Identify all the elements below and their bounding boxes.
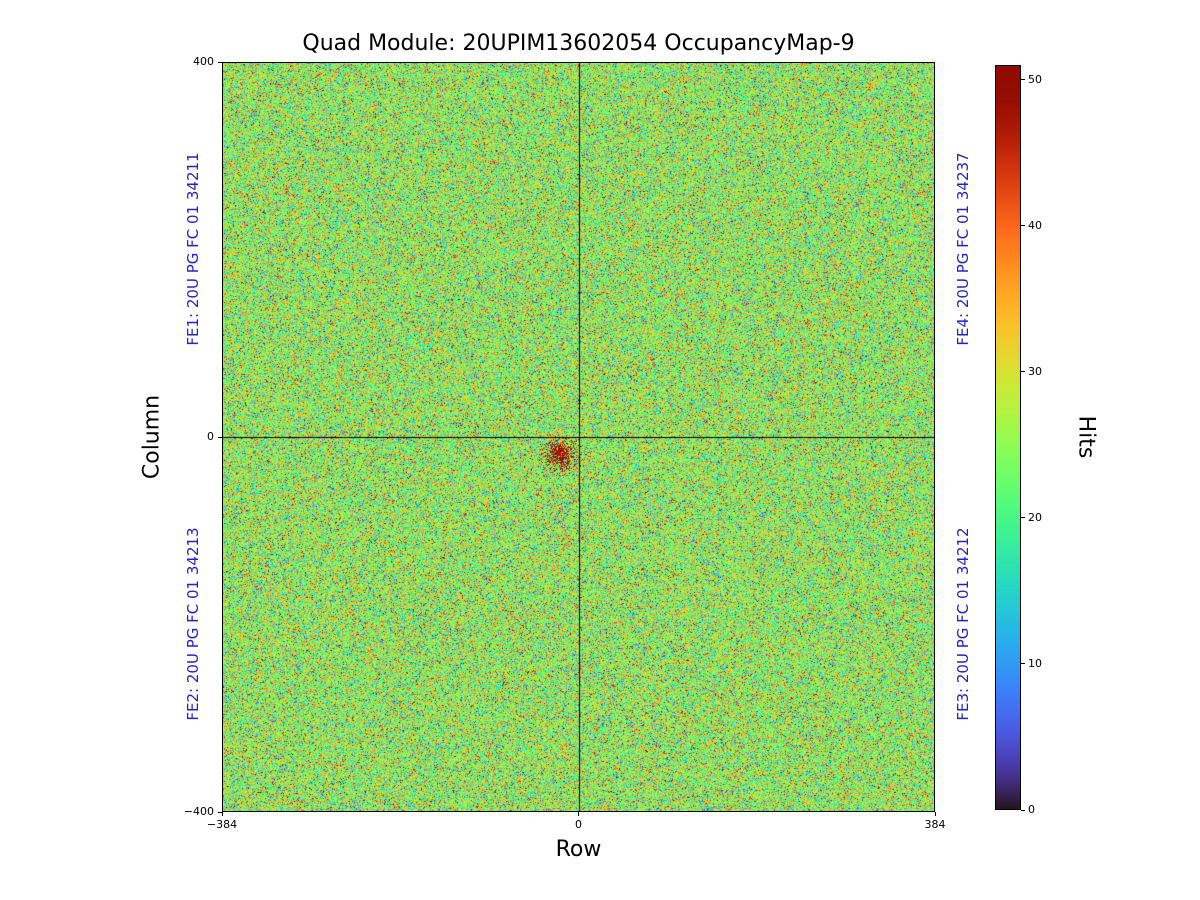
x-axis-label: Row bbox=[555, 837, 602, 862]
colorbar-tick-mark bbox=[1021, 225, 1025, 227]
colorbar-label: Hits bbox=[1073, 415, 1099, 459]
fe2-chip-label: FE2: 20U PG FC 01 34213 bbox=[184, 527, 202, 721]
x-tick-mark bbox=[221, 812, 223, 816]
x-tick-label: −384 bbox=[206, 818, 238, 831]
fe4-chip-label: FE4: 20U PG FC 01 34237 bbox=[954, 152, 972, 346]
colorbar bbox=[995, 65, 1021, 810]
y-tick-mark bbox=[218, 61, 222, 63]
colorbar-tick-mark bbox=[1021, 517, 1025, 519]
x-tick-mark bbox=[578, 812, 579, 816]
colorbar-tick-mark bbox=[1021, 663, 1025, 665]
y-tick-label: −400 bbox=[183, 805, 214, 818]
colorbar-tick-mark bbox=[1021, 79, 1025, 81]
y-axis-label: Column bbox=[139, 394, 165, 480]
fe3-chip-label: FE3: 20U PG FC 01 34212 bbox=[954, 527, 972, 721]
y-tick-mark bbox=[218, 811, 222, 813]
heatmap-canvas bbox=[223, 63, 934, 811]
colorbar-tick-label: 20 bbox=[1028, 510, 1042, 524]
y-tick-label: 400 bbox=[193, 55, 214, 68]
y-tick-label: 0 bbox=[207, 430, 214, 443]
fe1-chip-label: FE1: 20U PG FC 01 34211 bbox=[184, 152, 202, 346]
x-tick-label: 0 bbox=[575, 818, 582, 831]
colorbar-tick-label: 30 bbox=[1028, 364, 1042, 378]
colorbar-tick-label: 40 bbox=[1028, 218, 1042, 232]
colorbar-tick-label: 50 bbox=[1028, 72, 1042, 86]
x-tick-label: 384 bbox=[924, 818, 946, 831]
colorbar-tick-mark bbox=[1021, 809, 1025, 811]
y-tick-mark bbox=[218, 436, 222, 438]
colorbar-tick-label: 0 bbox=[1028, 803, 1035, 816]
chart-title: Quad Module: 20UPIM13602054 OccupancyMap… bbox=[302, 31, 855, 56]
colorbar-gradient-canvas bbox=[996, 66, 1020, 809]
colorbar-tick-label: 10 bbox=[1028, 656, 1042, 670]
heatmap-plot-area bbox=[222, 62, 935, 812]
colorbar-tick-mark bbox=[1021, 371, 1025, 373]
x-tick-mark bbox=[934, 812, 936, 816]
